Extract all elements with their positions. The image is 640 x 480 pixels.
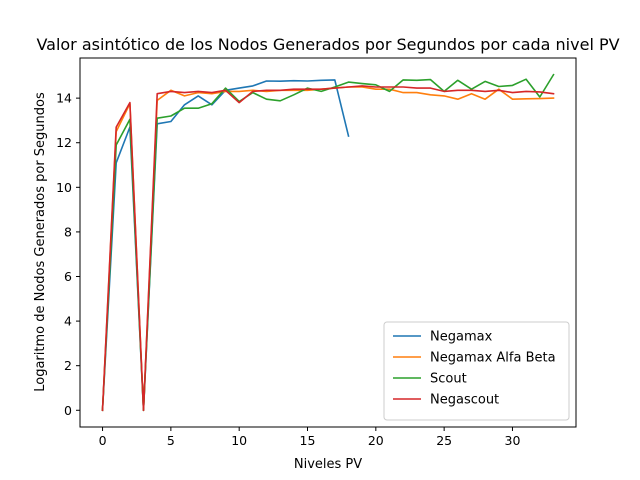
x-tick-label: 15 (300, 433, 316, 448)
chart-title: Valor asintótico de los Nodos Generados … (36, 35, 619, 54)
legend-box (383, 321, 570, 421)
y-tick-label: 8 (64, 224, 72, 239)
y-tick-label: 2 (64, 358, 72, 373)
y-tick-label: 6 (64, 269, 72, 284)
x-axis: 0 5 10 15 20 25 30 (99, 427, 521, 448)
x-axis-title: Niveles PV (294, 457, 362, 472)
plot-area (101, 73, 555, 412)
y-axis-title: Logaritmo de Nodos Generados por Segundo… (33, 92, 48, 392)
y-tick-label: 4 (64, 314, 72, 329)
y-tick-label: 0 (64, 403, 72, 418)
legend-label: Negamax Alfa Beta (430, 351, 556, 366)
legend: Negamax Negamax Alfa Beta Scout Negascout (383, 321, 570, 421)
x-tick-label: 10 (231, 433, 247, 448)
legend-label: Negamax (430, 330, 493, 345)
y-axis: 0 2 4 6 8 10 12 14 (56, 91, 80, 418)
series-line-negascout (101, 85, 555, 412)
y-tick-label: 14 (56, 91, 72, 106)
x-tick-label: 25 (436, 433, 452, 448)
legend-label: Scout (430, 372, 467, 387)
x-tick-label: 5 (167, 433, 175, 448)
y-tick-label: 12 (56, 135, 72, 150)
x-tick-label: 20 (368, 433, 384, 448)
y-tick-label: 10 (56, 180, 72, 195)
x-tick-label: 30 (505, 433, 521, 448)
legend-label: Negascout (430, 393, 499, 408)
plot-frame (79, 57, 577, 428)
x-tick-label: 0 (99, 433, 107, 448)
